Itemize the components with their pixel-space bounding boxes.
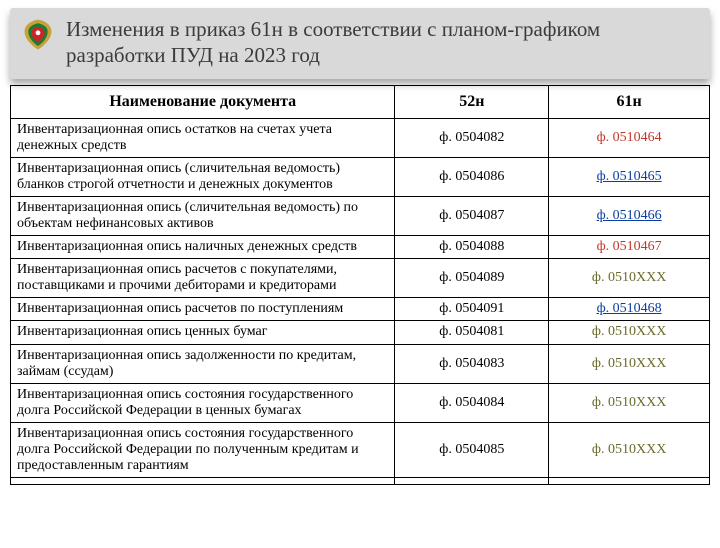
cell-52: ф. 0504082	[395, 118, 549, 157]
cell-61[interactable]: ф. 0510466	[549, 196, 710, 235]
cell-doc: Инвентаризационная опись расчетов по пос…	[11, 298, 395, 321]
cell-52	[395, 478, 549, 485]
cell-52: ф. 0504084	[395, 383, 549, 422]
col-header-52: 52н	[395, 85, 549, 118]
cell-61: ф. 0510464	[549, 118, 710, 157]
cell-doc	[11, 478, 395, 485]
cell-doc: Инвентаризационная опись состояния госуд…	[11, 422, 395, 477]
cell-61: ф. 0510ХХХ	[549, 259, 710, 298]
cell-52: ф. 0504091	[395, 298, 549, 321]
cell-doc: Инвентаризационная опись расчетов с поку…	[11, 259, 395, 298]
table-row: Инвентаризационная опись (сличительная в…	[11, 157, 710, 196]
cell-doc: Инвентаризационная опись состояния госуд…	[11, 383, 395, 422]
cell-61	[549, 478, 710, 485]
cell-52: ф. 0504083	[395, 344, 549, 383]
emblem-icon	[20, 16, 56, 52]
table-row: Инвентаризационная опись (сличительная в…	[11, 196, 710, 235]
cell-52: ф. 0504085	[395, 422, 549, 477]
header-block: Изменения в приказ 61н в соответствии с …	[10, 8, 710, 79]
table-row: Инвентаризационная опись состояния госуд…	[11, 383, 710, 422]
cell-52: ф. 0504089	[395, 259, 549, 298]
cell-61: ф. 0510ХХХ	[549, 422, 710, 477]
table-row: Инвентаризационная опись ценных бумагф. …	[11, 321, 710, 344]
table-row: Инвентаризационная опись задолженности п…	[11, 344, 710, 383]
cell-doc: Инвентаризационная опись наличных денежн…	[11, 236, 395, 259]
documents-table: Наименование документа 52н 61н Инвентари…	[10, 85, 710, 486]
cell-61: ф. 0510ХХХ	[549, 344, 710, 383]
cell-52: ф. 0504086	[395, 157, 549, 196]
table-row	[11, 478, 710, 485]
table-row: Инвентаризационная опись расчетов по пос…	[11, 298, 710, 321]
header-title: Изменения в приказ 61н в соответствии с …	[66, 16, 696, 69]
cell-61: ф. 0510ХХХ	[549, 321, 710, 344]
cell-61[interactable]: ф. 0510465	[549, 157, 710, 196]
table-row: Инвентаризационная опись состояния госуд…	[11, 422, 710, 477]
cell-61: ф. 0510467	[549, 236, 710, 259]
table-container: Наименование документа 52н 61н Инвентари…	[10, 85, 710, 486]
cell-52: ф. 0504087	[395, 196, 549, 235]
cell-doc: Инвентаризационная опись задолженности п…	[11, 344, 395, 383]
cell-doc: Инвентаризационная опись ценных бумаг	[11, 321, 395, 344]
table-row: Инвентаризационная опись расчетов с поку…	[11, 259, 710, 298]
cell-52: ф. 0504088	[395, 236, 549, 259]
table-row: Инвентаризационная опись наличных денежн…	[11, 236, 710, 259]
cell-doc: Инвентаризационная опись (сличительная в…	[11, 196, 395, 235]
col-header-doc: Наименование документа	[11, 85, 395, 118]
col-header-61: 61н	[549, 85, 710, 118]
table-header-row: Наименование документа 52н 61н	[11, 85, 710, 118]
cell-doc: Инвентаризационная опись (сличительная в…	[11, 157, 395, 196]
table-row: Инвентаризационная опись остатков на сче…	[11, 118, 710, 157]
cell-doc: Инвентаризационная опись остатков на сче…	[11, 118, 395, 157]
cell-52: ф. 0504081	[395, 321, 549, 344]
cell-61: ф. 0510ХХХ	[549, 383, 710, 422]
cell-61[interactable]: ф. 0510468	[549, 298, 710, 321]
